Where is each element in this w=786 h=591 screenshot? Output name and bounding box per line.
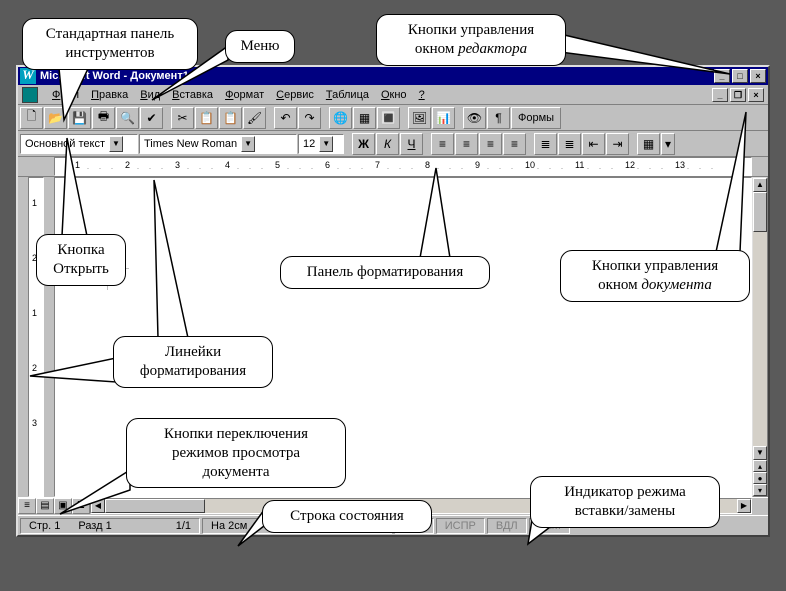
prev-page-icon[interactable]: ▴: [753, 460, 767, 472]
callout-editor-window-controls: Кнопки управления окном редактора: [376, 14, 566, 66]
toolbar-button[interactable]: 🖌: [243, 107, 266, 129]
toolbar-button[interactable]: 📊: [432, 107, 455, 129]
status-trk: ИСПР: [436, 518, 485, 534]
app-icon: W: [20, 68, 36, 84]
toolbar-button[interactable]: ▦: [353, 107, 376, 129]
underline-button[interactable]: Ч: [400, 133, 423, 155]
doc-close-button[interactable]: ×: [748, 88, 764, 102]
menu-item[interactable]: Сервис: [270, 88, 320, 102]
callout-view-modes: Кнопки переключения режимов просмотра до…: [126, 418, 346, 488]
menu-item[interactable]: ?: [413, 88, 431, 102]
italic-button[interactable]: К: [376, 133, 399, 155]
align-button[interactable]: ≡: [455, 133, 478, 155]
toolbar-button[interactable]: 📋: [219, 107, 242, 129]
indent-button[interactable]: ⇤: [582, 133, 605, 155]
browse-object-icon[interactable]: ●: [753, 472, 767, 484]
document-window-controls: _ ❐ ×: [710, 88, 764, 102]
callout-insert-replace-mode: Индикатор режима вставки/замены: [530, 476, 720, 528]
ruler-row: 1···2···3···4···5···6···7···8···9···10··…: [18, 157, 768, 177]
list-button[interactable]: ≣: [534, 133, 557, 155]
callout-standard-toolbar: Стандартная панель инструментов: [22, 18, 198, 70]
list-button[interactable]: ≣: [558, 133, 581, 155]
dropdown-arrow-icon: ▼: [319, 136, 333, 152]
next-page-icon[interactable]: ▾: [753, 484, 767, 496]
scroll-down-icon[interactable]: ▼: [753, 446, 767, 460]
toolbar-button[interactable]: ↶: [274, 107, 297, 129]
toolbar-button[interactable]: 🖼: [408, 107, 431, 129]
toolbar-button[interactable]: ↷: [298, 107, 321, 129]
align-button[interactable]: ≡: [479, 133, 502, 155]
menu-item[interactable]: Окно: [375, 88, 413, 102]
doc-restore-button[interactable]: ❐: [730, 88, 746, 102]
bold-button[interactable]: Ж: [352, 133, 375, 155]
menu-item[interactable]: Таблица: [320, 88, 375, 102]
toolbar-button[interactable]: 🗋: [20, 107, 43, 129]
forms-toolbar-label[interactable]: Формы: [511, 107, 561, 129]
callout-menu: Меню: [225, 30, 295, 63]
toolbar-button[interactable]: ¶: [487, 107, 510, 129]
callout-formatting-panel: Панель форматирования: [280, 256, 490, 289]
callout-open-button: Кнопка Открыть: [36, 234, 126, 286]
align-button[interactable]: ≡: [431, 133, 454, 155]
toolbar-button[interactable]: 🔳: [377, 107, 400, 129]
border-button[interactable]: ▦: [637, 133, 660, 155]
horizontal-ruler[interactable]: 1···2···3···4···5···6···7···8···9···10··…: [54, 157, 752, 176]
doc-minimize-button[interactable]: _: [712, 88, 728, 102]
close-button[interactable]: ×: [750, 69, 766, 83]
vertical-ruler[interactable]: 12123: [28, 177, 44, 497]
scroll-right-icon[interactable]: ▶: [737, 499, 751, 513]
toolbar-button[interactable]: ✂: [171, 107, 194, 129]
toolbar-button[interactable]: 🌐: [329, 107, 352, 129]
callout-doc-window-controls: Кнопки управления окном документа: [560, 250, 750, 302]
callout-rulers: Линейки форматирования: [113, 336, 273, 388]
word-doc-icon[interactable]: [22, 87, 38, 103]
toolbar-button[interactable]: 👁: [463, 107, 486, 129]
callout-status-line: Строка состояния: [262, 500, 432, 533]
indent-button[interactable]: ⇥: [606, 133, 629, 155]
web-view-button[interactable]: ▤: [36, 498, 54, 514]
font-combo[interactable]: Times New Roman ▼: [139, 134, 297, 154]
font-size-combo[interactable]: 12 ▼: [298, 134, 344, 154]
align-button[interactable]: ≡: [503, 133, 526, 155]
border-dropdown[interactable]: ▾: [661, 133, 675, 155]
normal-view-button[interactable]: ≡: [18, 498, 36, 514]
dropdown-arrow-icon: ▼: [241, 136, 255, 152]
status-ext: ВДЛ: [487, 518, 527, 534]
toolbar-button[interactable]: 📋: [195, 107, 218, 129]
